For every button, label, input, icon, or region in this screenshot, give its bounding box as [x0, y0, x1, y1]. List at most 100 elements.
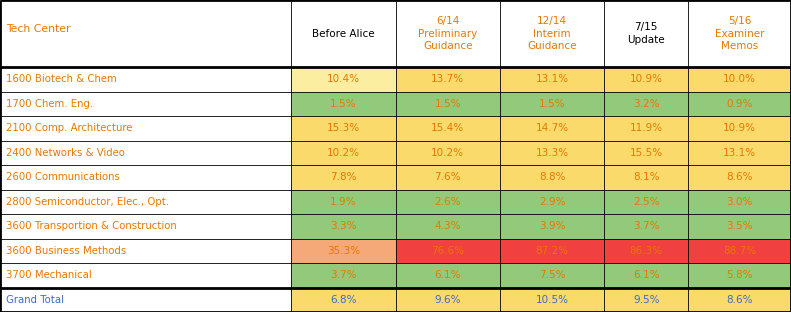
- Text: 6/14
Preliminary
Guidance: 6/14 Preliminary Guidance: [418, 16, 477, 51]
- Bar: [291, 288, 396, 312]
- Bar: [0, 214, 291, 238]
- Bar: [500, 189, 604, 214]
- Text: 8.6%: 8.6%: [726, 295, 753, 305]
- Bar: [291, 67, 396, 92]
- Text: 76.6%: 76.6%: [431, 246, 464, 256]
- Bar: [0, 263, 291, 288]
- Text: 88.7%: 88.7%: [723, 246, 756, 256]
- Text: 2.6%: 2.6%: [434, 197, 461, 207]
- Text: 13.1%: 13.1%: [723, 148, 756, 158]
- Bar: [396, 189, 500, 214]
- Bar: [604, 92, 688, 116]
- Bar: [604, 140, 688, 165]
- Text: 86.3%: 86.3%: [630, 246, 663, 256]
- Bar: [0, 116, 291, 140]
- Bar: [396, 140, 500, 165]
- Text: 13.3%: 13.3%: [536, 148, 569, 158]
- Bar: [688, 288, 791, 312]
- Bar: [500, 165, 604, 189]
- Text: 8.1%: 8.1%: [633, 172, 660, 182]
- Text: 2800 Semiconductor, Elec., Opt.: 2800 Semiconductor, Elec., Opt.: [6, 197, 169, 207]
- Text: 2.5%: 2.5%: [633, 197, 660, 207]
- Text: 10.2%: 10.2%: [327, 148, 360, 158]
- Bar: [0, 0, 791, 67]
- Text: 6.1%: 6.1%: [633, 270, 660, 280]
- Bar: [0, 238, 291, 263]
- Bar: [604, 238, 688, 263]
- Bar: [0, 140, 291, 165]
- Text: 11.9%: 11.9%: [630, 123, 663, 133]
- Bar: [500, 238, 604, 263]
- Bar: [0, 288, 291, 312]
- Bar: [604, 116, 688, 140]
- Text: 3600 Transportion & Construction: 3600 Transportion & Construction: [6, 221, 177, 231]
- Bar: [688, 214, 791, 238]
- Bar: [604, 189, 688, 214]
- Bar: [604, 263, 688, 288]
- Bar: [291, 263, 396, 288]
- Text: 3600 Business Methods: 3600 Business Methods: [6, 246, 127, 256]
- Text: 12/14
Interim
Guidance: 12/14 Interim Guidance: [528, 16, 577, 51]
- Text: 2600 Communications: 2600 Communications: [6, 172, 120, 182]
- Text: 1.5%: 1.5%: [434, 99, 461, 109]
- Text: 9.6%: 9.6%: [434, 295, 461, 305]
- Text: 10.9%: 10.9%: [723, 123, 756, 133]
- Text: 10.4%: 10.4%: [327, 74, 360, 84]
- Text: 5.8%: 5.8%: [726, 270, 753, 280]
- Bar: [0, 189, 291, 214]
- Bar: [604, 288, 688, 312]
- Text: 14.7%: 14.7%: [536, 123, 569, 133]
- Bar: [500, 140, 604, 165]
- Text: 10.0%: 10.0%: [723, 74, 756, 84]
- Text: 6.1%: 6.1%: [434, 270, 461, 280]
- Text: 15.5%: 15.5%: [630, 148, 663, 158]
- Bar: [500, 116, 604, 140]
- Text: 1.9%: 1.9%: [330, 197, 357, 207]
- Text: 10.2%: 10.2%: [431, 148, 464, 158]
- Bar: [0, 92, 291, 116]
- Text: 3.5%: 3.5%: [726, 221, 753, 231]
- Text: 15.4%: 15.4%: [431, 123, 464, 133]
- Text: 6.8%: 6.8%: [330, 295, 357, 305]
- Bar: [500, 288, 604, 312]
- Bar: [500, 92, 604, 116]
- Text: 4.3%: 4.3%: [434, 221, 461, 231]
- Bar: [604, 165, 688, 189]
- Bar: [291, 116, 396, 140]
- Text: 1.5%: 1.5%: [539, 99, 566, 109]
- Bar: [0, 165, 291, 189]
- Text: 3.9%: 3.9%: [539, 221, 566, 231]
- Bar: [396, 116, 500, 140]
- Bar: [396, 165, 500, 189]
- Text: 7.5%: 7.5%: [539, 270, 566, 280]
- Bar: [0, 67, 291, 92]
- Bar: [291, 214, 396, 238]
- Text: 7.8%: 7.8%: [330, 172, 357, 182]
- Text: 35.3%: 35.3%: [327, 246, 360, 256]
- Text: 5/16
Examiner
Memos: 5/16 Examiner Memos: [715, 16, 764, 51]
- Text: 3.7%: 3.7%: [633, 221, 660, 231]
- Text: 7.6%: 7.6%: [434, 172, 461, 182]
- Text: 10.9%: 10.9%: [630, 74, 663, 84]
- Bar: [291, 189, 396, 214]
- Text: 1.5%: 1.5%: [330, 99, 357, 109]
- Text: 13.1%: 13.1%: [536, 74, 569, 84]
- Bar: [291, 238, 396, 263]
- Bar: [396, 288, 500, 312]
- Bar: [291, 140, 396, 165]
- Text: 87.2%: 87.2%: [536, 246, 569, 256]
- Bar: [500, 67, 604, 92]
- Text: 2.9%: 2.9%: [539, 197, 566, 207]
- Text: 7/15
Update: 7/15 Update: [627, 22, 665, 45]
- Text: 3.0%: 3.0%: [726, 197, 753, 207]
- Text: 13.7%: 13.7%: [431, 74, 464, 84]
- Text: 8.6%: 8.6%: [726, 172, 753, 182]
- Bar: [396, 67, 500, 92]
- Bar: [396, 238, 500, 263]
- Text: 9.5%: 9.5%: [633, 295, 660, 305]
- Text: 10.5%: 10.5%: [536, 295, 569, 305]
- Text: Grand Total: Grand Total: [6, 295, 64, 305]
- Bar: [396, 263, 500, 288]
- Bar: [688, 238, 791, 263]
- Text: 8.8%: 8.8%: [539, 172, 566, 182]
